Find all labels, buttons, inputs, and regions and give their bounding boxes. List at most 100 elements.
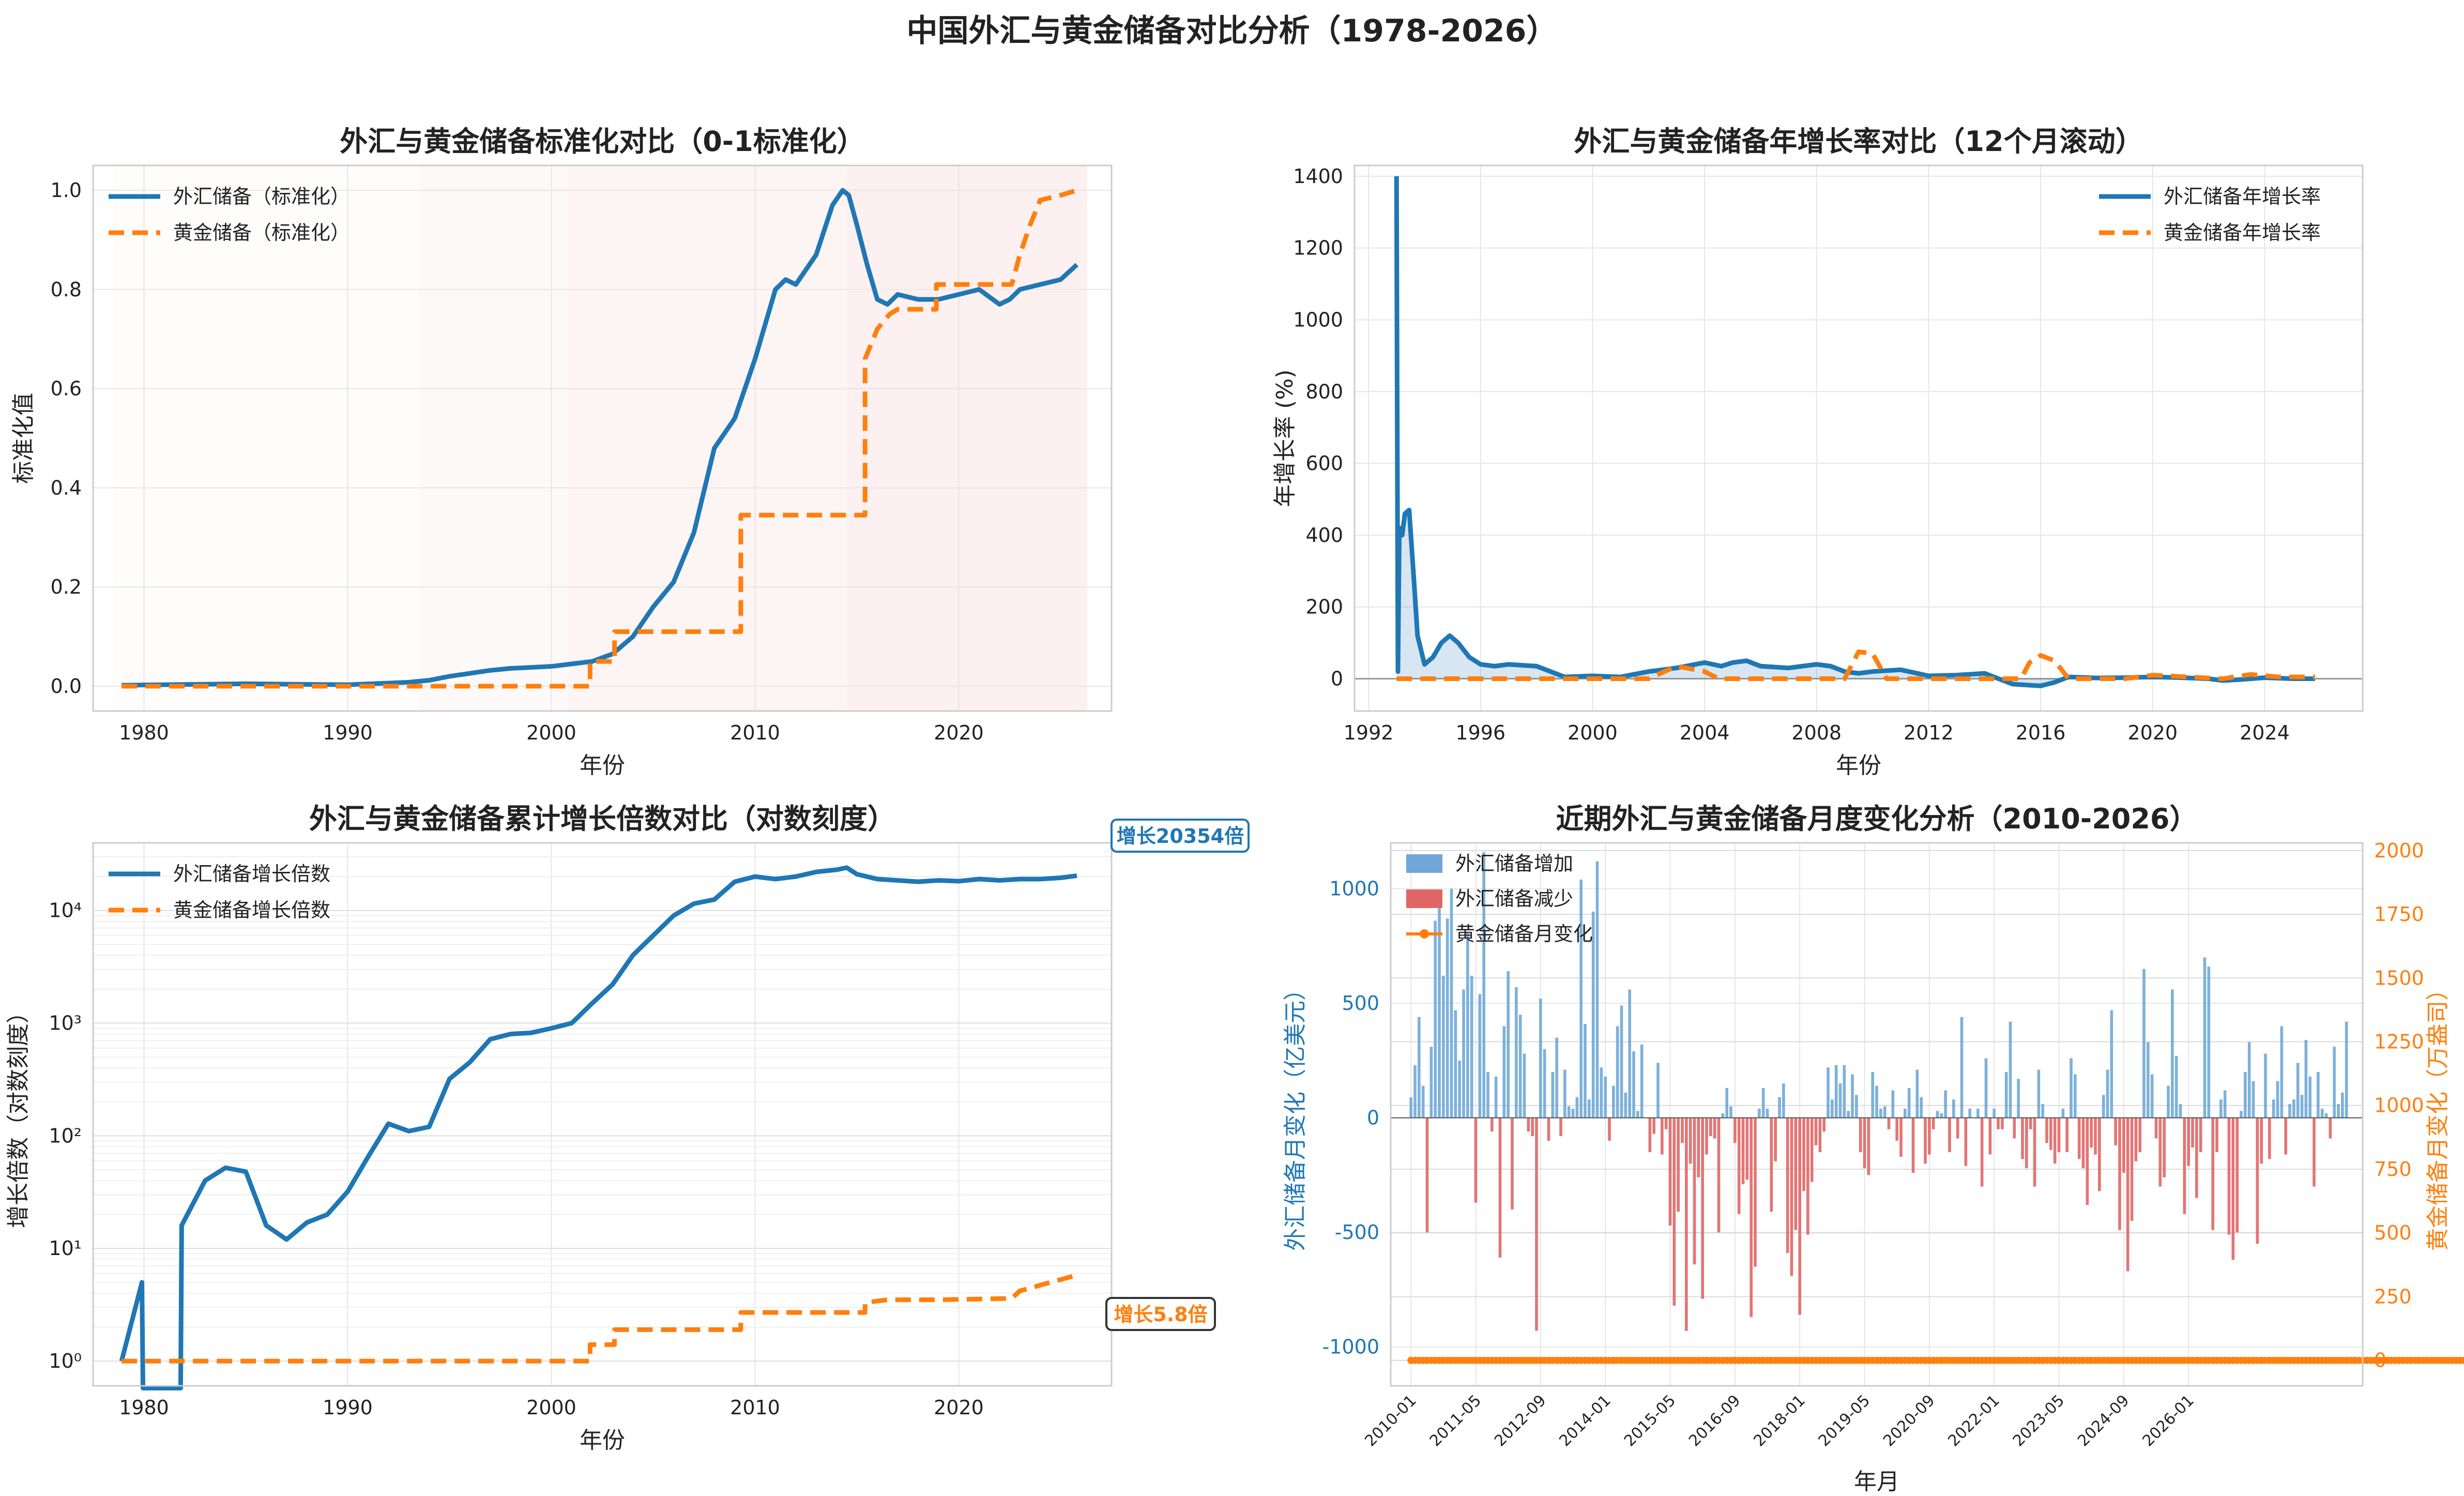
bar-fx-decrease [1681,1117,1684,1143]
bar-fx-decrease [2158,1117,2162,1187]
bar-fx-increase [2240,1111,2243,1118]
bar-fx-increase [1940,1113,1943,1118]
bar-fx-increase [1458,1060,1461,1118]
bar-fx-decrease [1664,1117,1668,1129]
x-tick-label: 2010 [730,721,780,744]
bar-fx-decrease [1964,1117,1968,1166]
bar-fx-increase [1616,1026,1619,1118]
bar-fx-decrease [1770,1117,1773,1212]
x-tick-label: 2010-01 [1361,1392,1420,1450]
bar-fx-increase [1543,1049,1546,1118]
bar-fx-decrease [2211,1117,2214,1230]
legend-label: 黄金储备增长倍数 [173,899,330,921]
bar-fx-increase [2174,1056,2178,1118]
x-tick-label: 2024-09 [2074,1392,2133,1450]
x-tick-label: 2020 [2127,721,2178,744]
x-tick-label: 2008 [1791,721,1842,744]
bar-fx-increase [1454,1010,1457,1118]
y-tick-label: 10⁰ [49,1350,82,1372]
bar-fx-increase [1567,1106,1571,1118]
bar-fx-decrease [2077,1117,2081,1159]
bar-fx-decrease [1490,1117,1494,1132]
bar-fx-increase [2017,1079,2020,1118]
bar-fx-decrease [1709,1117,1712,1137]
bar-fx-increase [1507,971,1510,1118]
bar-fx-decrease [1924,1117,1927,1164]
plot-frame [1353,164,2364,712]
bar-fx-increase [2061,1108,2065,1118]
bar-fx-increase [1855,1095,1858,1118]
y-tick-label: 10³ [49,1012,82,1035]
y-axis-label: 标准化值 [10,393,37,484]
x-axis-label: 年份 [580,1427,625,1454]
legend-label: 黄金储备月变化 [1455,923,1593,945]
bar-fx-increase [1523,1053,1526,1118]
bar-fx-decrease [1531,1117,1534,1137]
bar-fx-increase [1944,1090,1947,1118]
bar-fx-increase [1470,975,1473,1118]
panel-growth-rate: 1992 1996 2000 2004 2008 2012 2016 2020 2024 0 200… [1272,125,2364,779]
bar-fx-decrease [1741,1117,1745,1185]
bar-fx-increase [2223,1090,2227,1118]
bar-fx-increase [1936,1111,1939,1118]
bar-fx-increase [1847,1111,1850,1118]
bar-fx-decrease [1672,1117,1676,1306]
legend-label: 黄金储备年增长率 [2164,221,2321,244]
bar-fx-increase [1827,1067,1830,1118]
shaded-region [113,165,419,711]
bar-fx-increase [1778,1097,1781,1118]
bar-fx-increase [1600,1067,1603,1118]
bar-fx-increase [2004,1072,2008,1118]
x-tick-label: 2016-09 [1685,1392,1744,1450]
bar-fx-increase [1891,1090,1895,1118]
bar-fx-increase [1831,1099,1834,1118]
bar-fx-increase [1571,1108,1575,1118]
bar-fx-increase [1421,1085,1425,1118]
bar-fx-increase [1584,1024,1587,1118]
bar-fx-increase [2308,1076,2311,1118]
bar-fx-increase [1551,1072,1555,1118]
bar-fx-increase [1575,1097,1579,1118]
x-tick-label: 1990 [323,1396,373,1419]
bar-fx-decrease [1822,1117,1826,1132]
bar-fx-increase [2244,1072,2247,1118]
y-tick-label: 0.6 [51,377,82,400]
bar-fx-decrease [1899,1117,1903,1157]
bar-fx-decrease [1425,1117,1429,1233]
y-tick-label: 600 [1305,452,1343,475]
bar-fx-increase [2276,1081,2279,1118]
bar-fx-increase [2280,1026,2284,1118]
x-tick-label: 1990 [323,721,373,744]
y-tick-label: 0.2 [51,576,82,598]
bar-fx-increase [2147,1042,2150,1118]
bar-fx-decrease [2187,1117,2190,1166]
y-axis-label: 外汇储备月变化（亿美元） [1282,978,1309,1251]
bar-fx-decrease [1474,1117,1478,1203]
annotation-box [1105,1297,1216,1331]
x-tick-label: 2020 [934,1396,984,1419]
y-tick-label: 0 [1331,668,1343,690]
legend-label: 黄金储备（标准化） [173,221,350,244]
bar-fx-decrease [1717,1117,1721,1233]
y-tick-label: 1.0 [51,179,82,202]
panel-cumulative-log: 1980 1990 2000 2010 2020 10⁰ 10¹ 10² 10³ 10⁴ 外汇储备增… [5,803,1250,1454]
bar-fx-decrease [1786,1117,1789,1253]
bar-fx-increase [1984,1058,1988,1118]
bar-fx-decrease [1737,1117,1741,1214]
bar-fx-decrease [1988,1117,1992,1155]
bar-fx-increase [1843,1065,1846,1118]
series-line-1 [1396,649,2315,682]
bar-fx-increase [1883,1106,1887,1118]
bar-fx-increase [2142,969,2146,1118]
bar-fx-increase [1466,932,1469,1118]
bar-fx-increase [1758,1108,1761,1118]
bar-fx-decrease [1677,1117,1680,1212]
bar-fx-increase [1518,1015,1522,1118]
bar-fx-decrease [1733,1117,1737,1143]
bar-fx-decrease [2268,1117,2271,1159]
plot-frame [1390,842,2364,1387]
bar-fx-increase [1539,999,1542,1118]
bar-fx-decrease [1511,1117,1514,1210]
bar-fx-increase [1438,891,1441,1118]
y2-tick-label: 1750 [2374,903,2424,926]
